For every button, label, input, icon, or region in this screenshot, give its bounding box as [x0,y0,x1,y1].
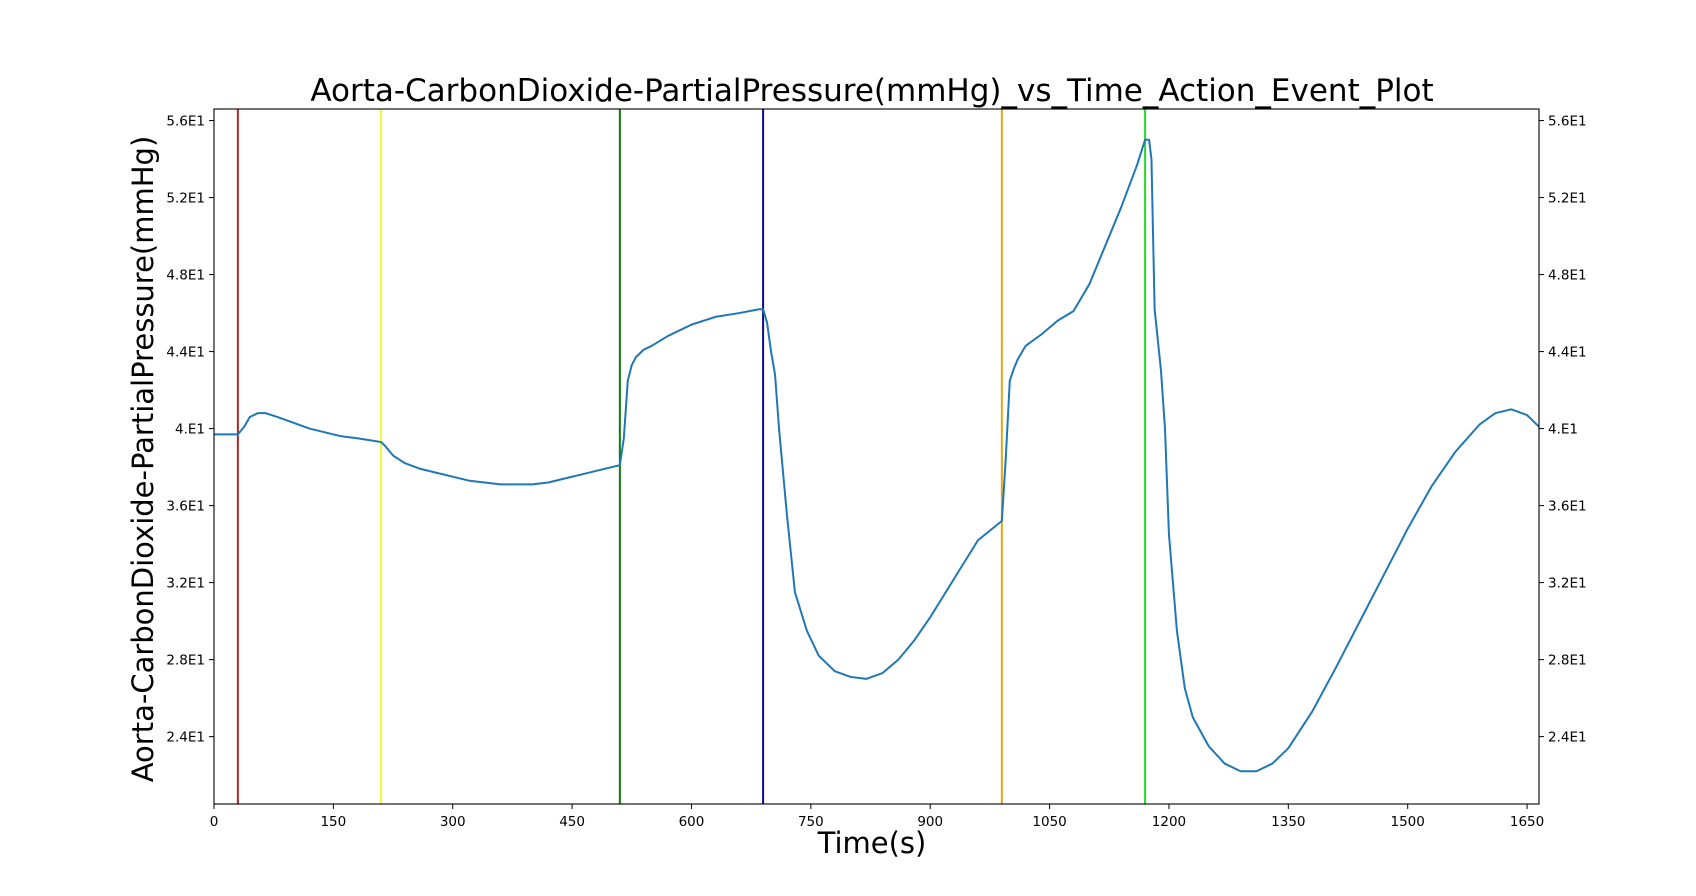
y-tick-label-right: 5.6E1 [1548,114,1587,130]
y-tick-label-left: 5.2E1 [166,191,205,207]
x-tick-label: 1200 [1152,814,1186,830]
x-axis-label: Time(s) [817,826,927,860]
y-axis-label: Aorta-CarbonDioxide-PartialPressure(mmHg… [126,136,160,783]
x-tick-label: 450 [559,814,585,830]
y-tick-label-right: 4.4E1 [1548,345,1587,361]
y-tick-label-left: 3.2E1 [166,576,205,592]
plot-layer: 0 150 300 450 600 750 900 1050 1200 1350 1500 1650 2… [166,108,1587,830]
plot-frame [213,108,1540,805]
x-tick-label: 0 [210,814,219,830]
y-tick-label-right: 2.4E1 [1548,730,1587,746]
y-tick-label-left: 3.6E1 [166,499,205,515]
y-tick-label-left: 4.E1 [175,422,205,438]
x-tick-label: 1650 [1510,814,1544,830]
y-tick-label-left: 5.6E1 [166,114,205,130]
x-tick-label: 150 [320,814,346,830]
x-tick-label: 300 [440,814,466,830]
y-tick-label-left: 2.8E1 [166,653,205,669]
x-tick-label: 900 [917,814,943,830]
y-tick-label-right: 3.6E1 [1548,499,1587,515]
y-tick-label-right: 2.8E1 [1548,653,1587,669]
y-tick-label-right: 4.8E1 [1548,268,1587,284]
y-tick-label-right: 4.E1 [1548,422,1578,438]
y-tick-label-left: 4.4E1 [166,345,205,361]
y-tick-label-left: 2.4E1 [166,730,205,746]
series-line-1 [214,138,1540,773]
y-tick-label-right: 3.2E1 [1548,576,1587,592]
x-tick-label: 1050 [1032,814,1066,830]
x-tick-label: 600 [679,814,705,830]
y-tick-label-right: 5.2E1 [1548,191,1587,207]
x-tick-label: 750 [798,814,824,830]
x-tick-label: 1500 [1391,814,1425,830]
y-tick-label-left: 4.8E1 [166,268,205,284]
chart-title: Aorta-CarbonDioxide-PartialPressure(mmHg… [310,73,1433,109]
x-tick-label: 1350 [1271,814,1305,830]
